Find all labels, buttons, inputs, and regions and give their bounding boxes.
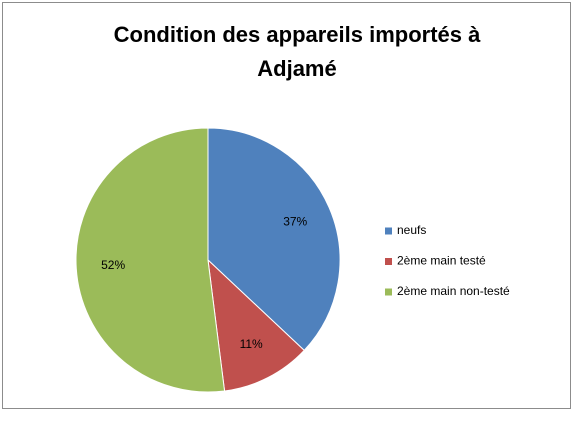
data-label: 52% bbox=[101, 258, 125, 272]
legend-label: 2ème main non-testé bbox=[397, 284, 510, 298]
legend-label: neufs bbox=[397, 223, 426, 237]
chart-title: Condition des appareils importés à Adjam… bbox=[113, 22, 481, 81]
legend-swatch bbox=[385, 227, 392, 235]
legend-swatch bbox=[385, 288, 392, 296]
data-label: 37% bbox=[283, 214, 307, 228]
pie-slice bbox=[207, 127, 341, 352]
legend-label: 2ème main testé bbox=[397, 254, 486, 268]
pie-slice bbox=[207, 258, 305, 392]
data-label: 11% bbox=[240, 337, 263, 351]
pie-slice bbox=[75, 127, 226, 393]
legend-swatch bbox=[385, 258, 392, 265]
